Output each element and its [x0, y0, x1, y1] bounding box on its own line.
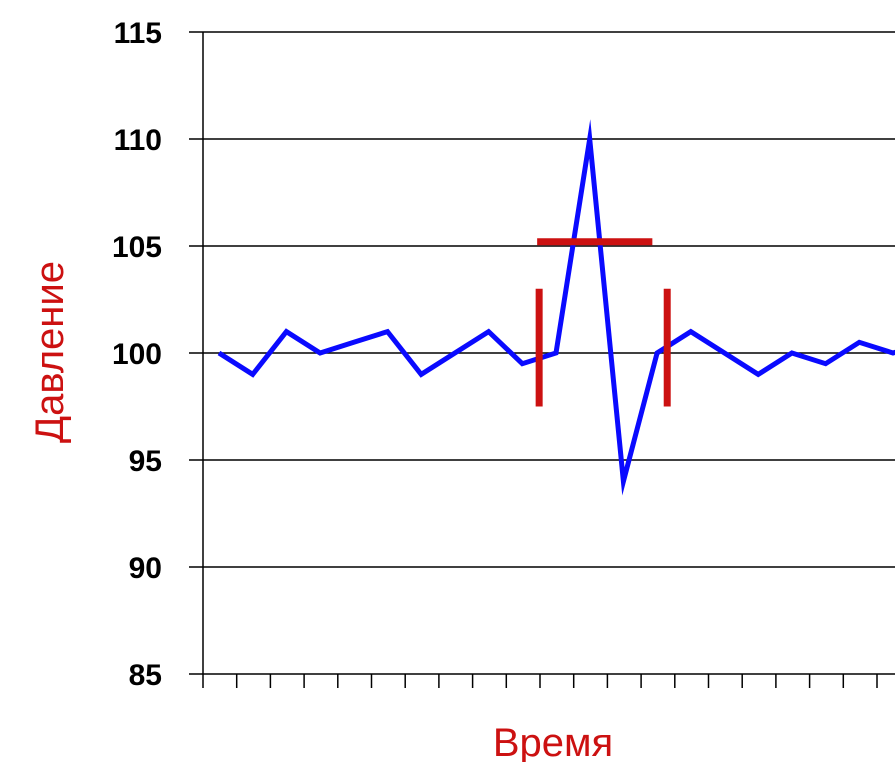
- y-tick-label-100: 100: [112, 338, 162, 371]
- y-tick-labels: 115 110 105 100 95 90 85: [112, 17, 162, 692]
- y-tick-label-95: 95: [129, 445, 162, 478]
- y-tick-label-85: 85: [129, 659, 162, 692]
- y-tick-label-110: 110: [114, 124, 162, 157]
- annotations-layer: [535, 238, 671, 407]
- x-axis-ticks: [202, 674, 878, 688]
- axes: [189, 31, 895, 675]
- gridlines: [203, 31, 895, 568]
- y-tick-label-90: 90: [129, 552, 162, 585]
- x-axis-title: Время: [493, 721, 613, 762]
- y-tick-label-115: 115: [114, 17, 162, 50]
- series-line-0: [217, 119, 895, 496]
- y-tick-label-105: 105: [112, 231, 162, 264]
- series-layer: [217, 119, 895, 496]
- y-axis-title: Давление: [28, 261, 72, 443]
